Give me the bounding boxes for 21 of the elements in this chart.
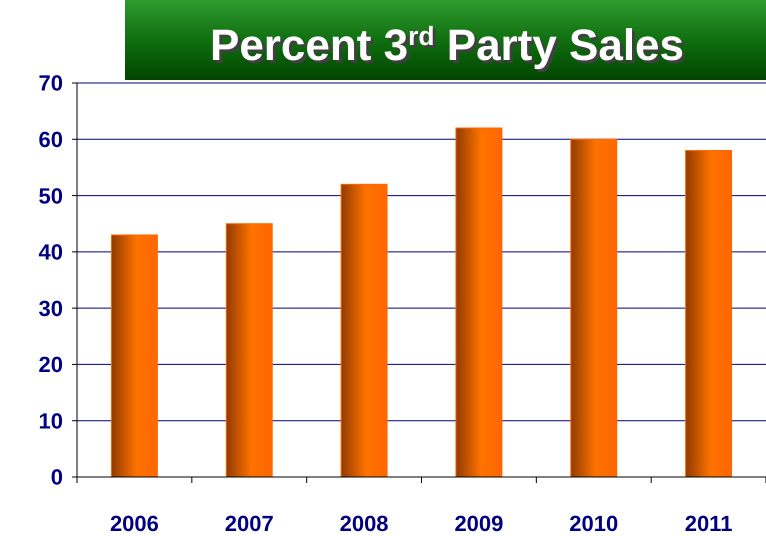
x-tick-label: 2010 bbox=[569, 511, 618, 536]
x-tick-label: 2009 bbox=[454, 511, 504, 536]
bar bbox=[570, 138, 618, 478]
bar bbox=[685, 150, 732, 478]
bar bbox=[226, 223, 273, 478]
bar bbox=[455, 128, 502, 478]
bar bbox=[110, 234, 158, 478]
y-tick-label: 30 bbox=[38, 296, 63, 321]
x-tick-label: 2011 bbox=[684, 511, 732, 536]
x-tick-label: 2007 bbox=[224, 511, 274, 536]
y-tick-label: 0 bbox=[50, 464, 63, 490]
chart-title: Percent 3$^{rd}$ Party Sales bbox=[212, 24, 688, 73]
y-tick-label: 10 bbox=[38, 408, 63, 434]
x-tick-label: 2006 bbox=[110, 511, 159, 536]
y-tick-label: 20 bbox=[38, 352, 63, 378]
y-tick-label: 70 bbox=[38, 70, 63, 96]
y-tick-label: 50 bbox=[38, 183, 63, 208]
y-tick-label: 40 bbox=[38, 240, 63, 265]
y-tick-label: 60 bbox=[38, 126, 63, 152]
x-tick-label: 2008 bbox=[340, 511, 389, 536]
bar bbox=[340, 184, 388, 478]
